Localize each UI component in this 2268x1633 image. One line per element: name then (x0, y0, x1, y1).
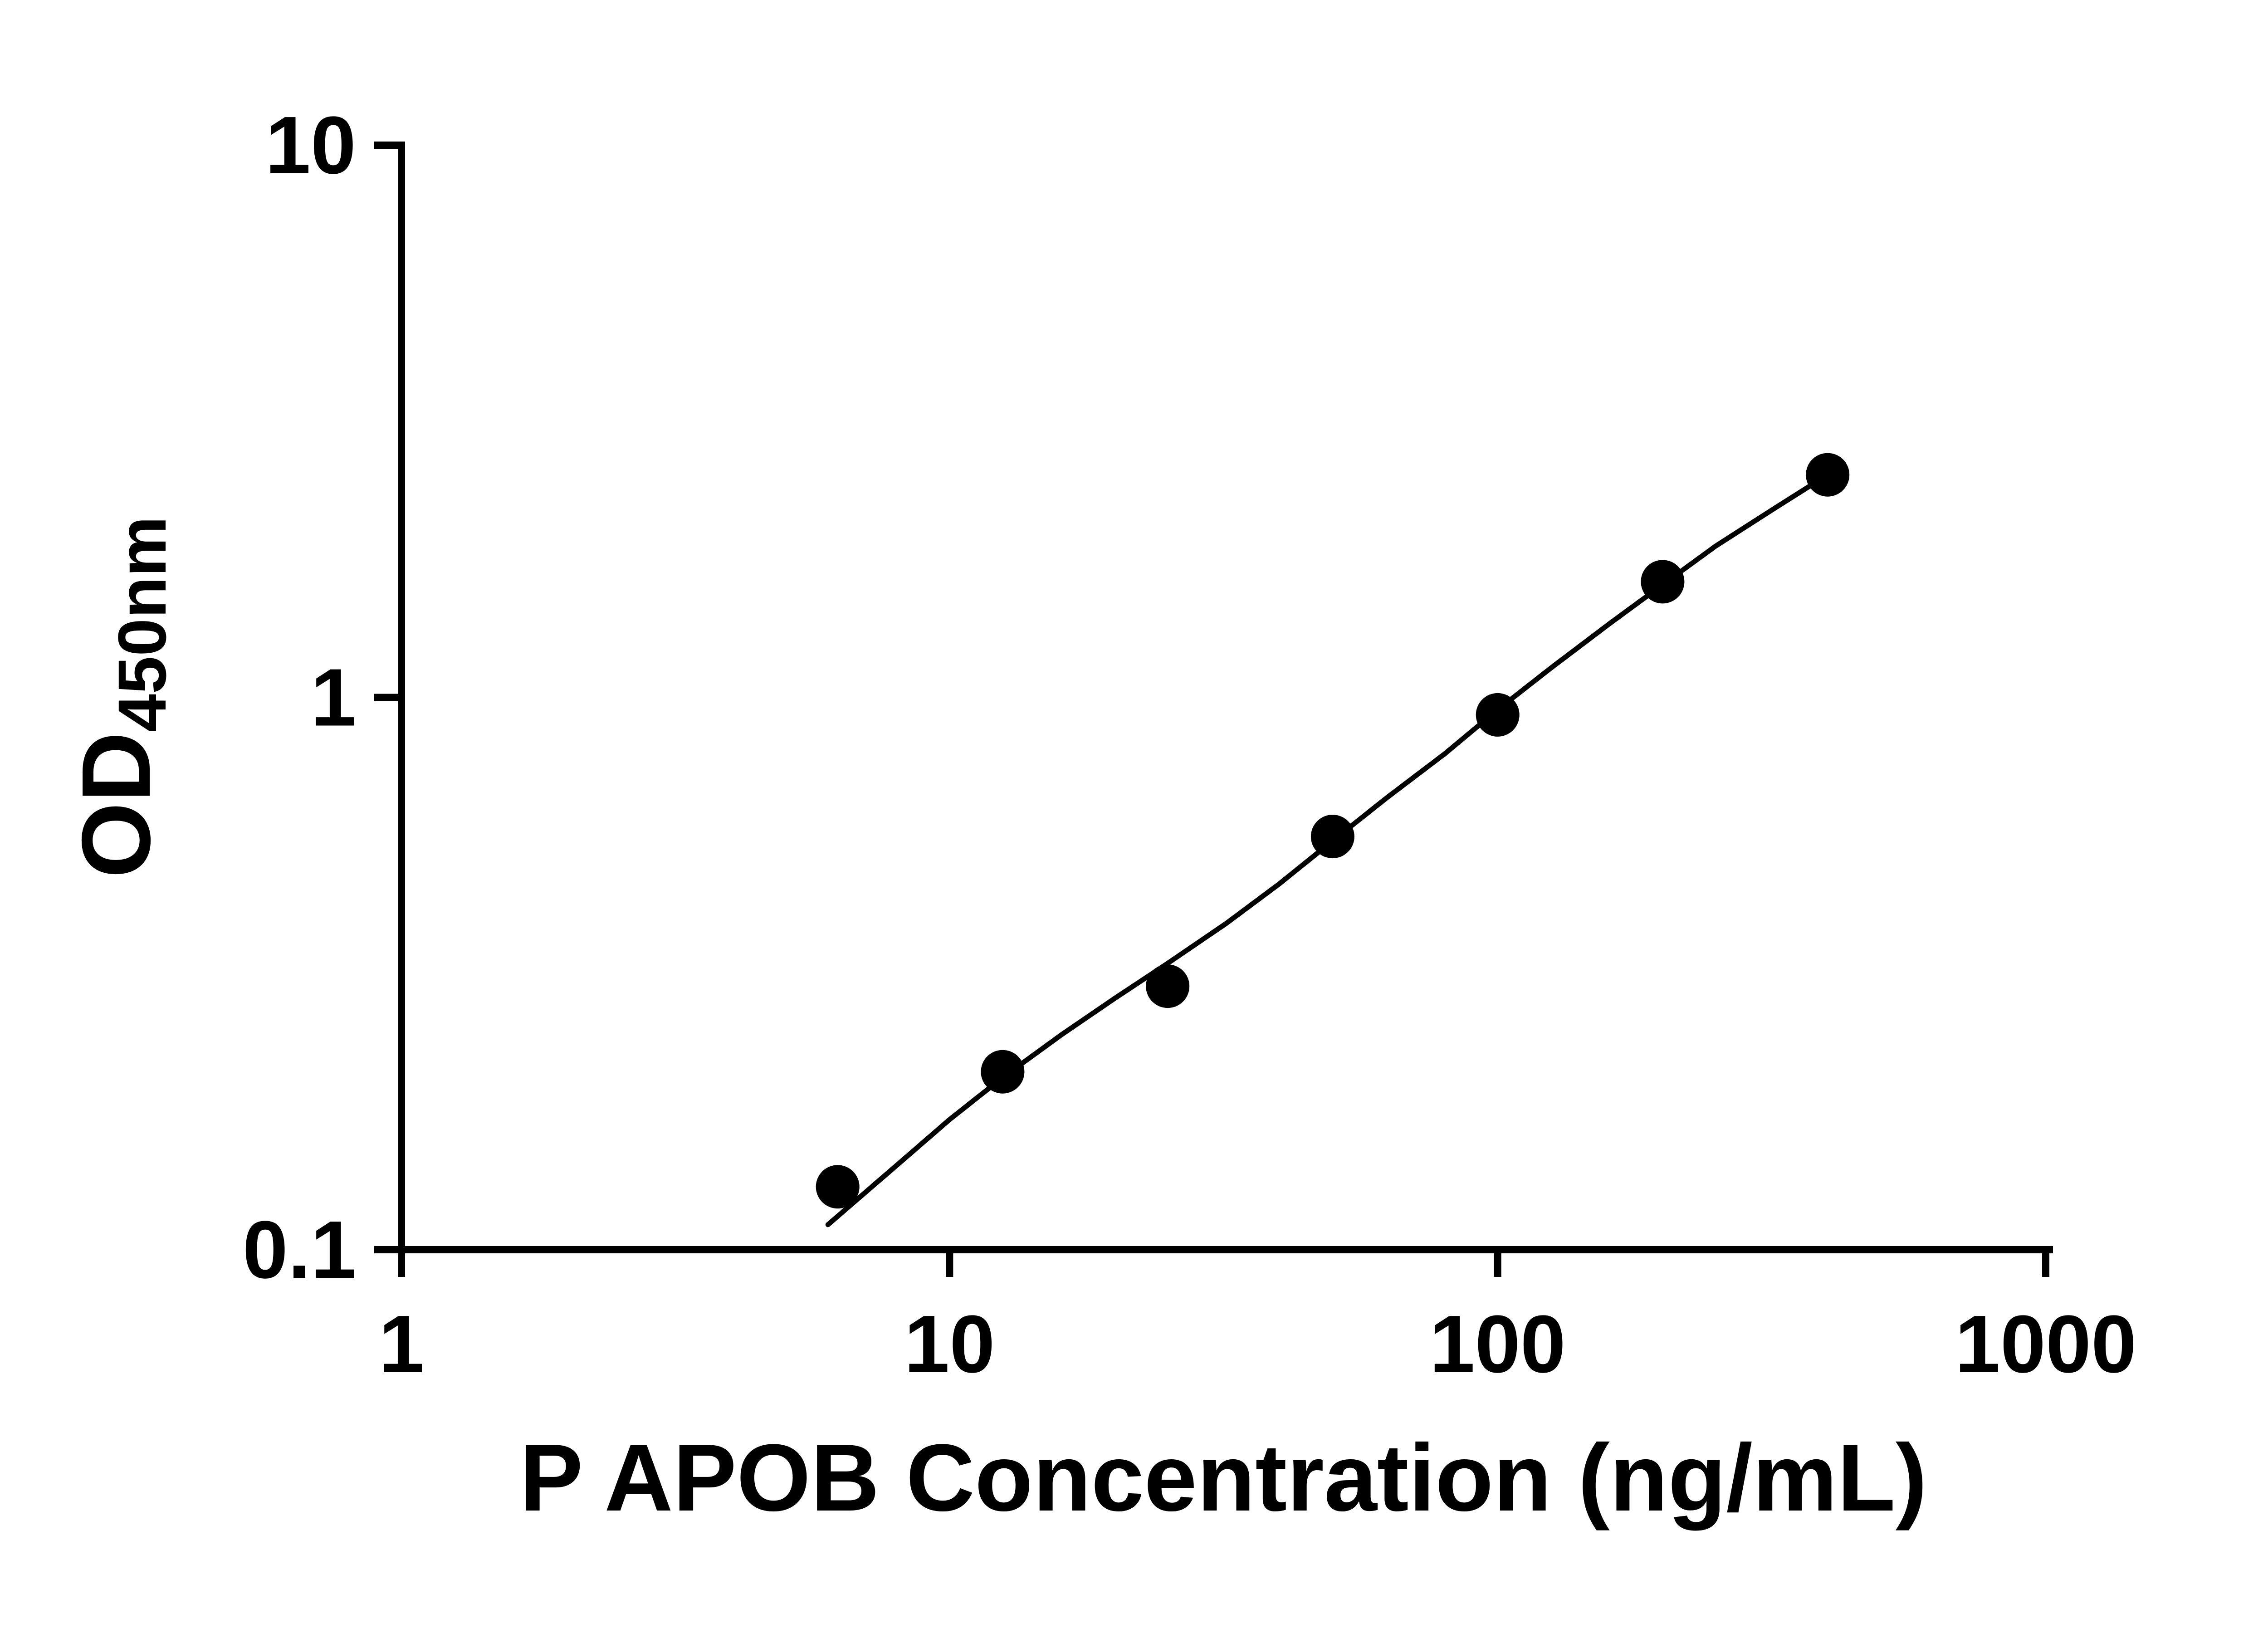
data-point (1806, 453, 1850, 497)
x-axis-tick-label: 1000 (1955, 1299, 2136, 1390)
data-point (1641, 560, 1685, 604)
y-axis-tick-label: 1 (311, 652, 356, 743)
y-axis-title-main: OD (61, 732, 171, 878)
x-axis-tick-label: 1 (379, 1299, 424, 1390)
data-point (816, 1165, 860, 1209)
x-axis-tick-label: 10 (904, 1299, 995, 1390)
x-axis-tick-label: 100 (1430, 1299, 1566, 1390)
data-point (981, 1050, 1025, 1094)
data-point (1476, 693, 1520, 737)
plot-layer: 1 10 100 1000 10 1 0.1 (243, 100, 2136, 1390)
data-point (1146, 964, 1190, 1008)
data-point (1310, 815, 1354, 859)
y-axis-title-subscript: 450nm (104, 516, 180, 732)
y-axis-title: OD450nm (61, 516, 180, 878)
y-axis-tick-label: 10 (265, 100, 356, 191)
x-axis-title: P APOB Concentration (ng/mL) (519, 1424, 1927, 1531)
y-axis-tick-label: 0.1 (243, 1204, 356, 1296)
